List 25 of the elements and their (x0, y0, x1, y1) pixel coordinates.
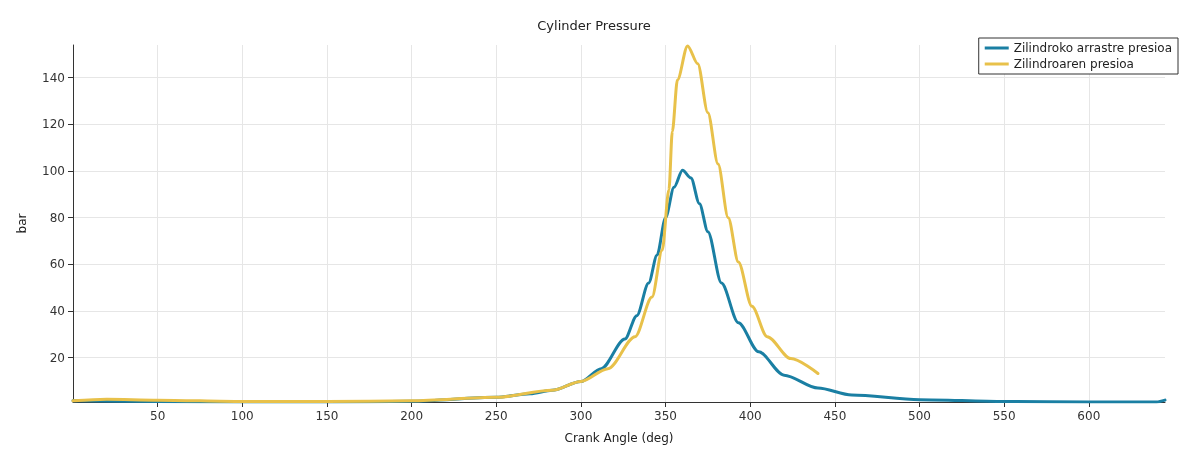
y-tick-label: 140 (42, 70, 65, 85)
y-tick-label: 120 (42, 117, 65, 132)
chart-title: Cylinder Pressure (537, 18, 651, 33)
y-tick-label: 80 (49, 210, 65, 225)
y-axis-title: bar (15, 213, 29, 234)
x-tick-label: 600 (1077, 409, 1101, 423)
y-tick-label: 40 (49, 304, 65, 318)
x-tick-label: 550 (992, 409, 1016, 423)
x-axis-title: Crank Angle (deg) (564, 431, 674, 445)
x-tick-label: 50 (150, 409, 166, 423)
y-tick-label: 60 (49, 257, 65, 272)
y-tick-label: 100 (42, 164, 65, 178)
legend-label: Zilindroaren presioa (1013, 57, 1134, 71)
x-tick-label: 300 (569, 409, 593, 423)
x-tick-label: 250 (484, 409, 508, 423)
x-tick-label: 350 (654, 409, 678, 423)
y-tick-label: 20 (49, 350, 65, 365)
x-tick-label: 500 (908, 409, 931, 423)
x-tick-label: 150 (315, 409, 339, 423)
x-tick-label: 450 (823, 409, 847, 423)
legend-label: Zilindroko arrastre presioa (1013, 41, 1173, 55)
x-tick-label: 100 (230, 409, 254, 423)
x-tick-label: 400 (738, 409, 762, 423)
line-series (71, 44, 820, 404)
x-tick-label: 200 (400, 409, 424, 423)
